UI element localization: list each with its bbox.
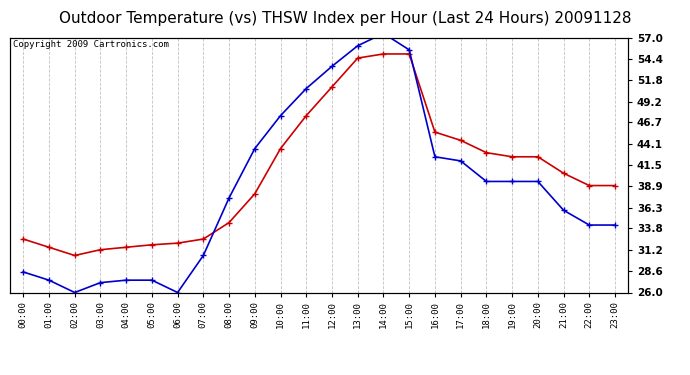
Text: Outdoor Temperature (vs) THSW Index per Hour (Last 24 Hours) 20091128: Outdoor Temperature (vs) THSW Index per … (59, 11, 631, 26)
Text: Copyright 2009 Cartronics.com: Copyright 2009 Cartronics.com (13, 40, 169, 49)
